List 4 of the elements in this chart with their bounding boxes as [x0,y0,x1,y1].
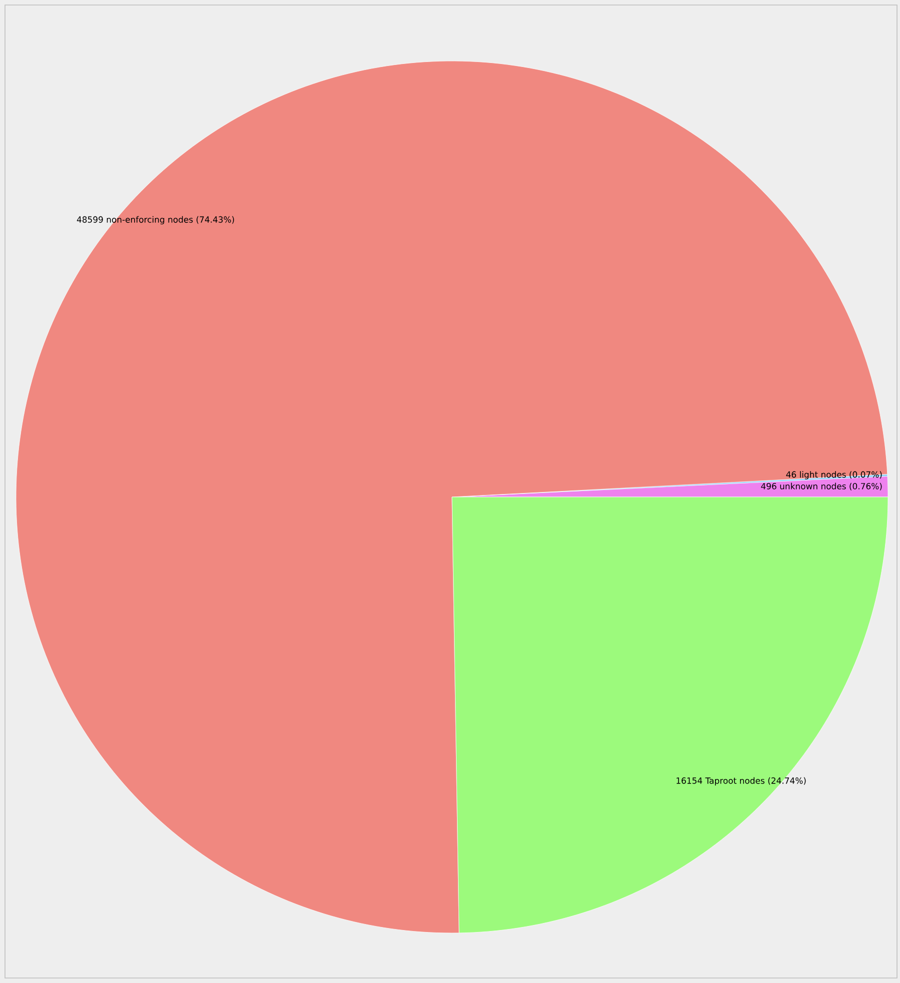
slice-label: 46 light nodes (0.07%) [786,471,882,480]
slice-label: 16154 Taproot nodes (24.74%) [676,777,806,786]
slice-label: 496 unknown nodes (0.76%) [761,482,882,490]
slice-label: 48599 non-enforcing nodes (74.43%) [76,216,234,224]
